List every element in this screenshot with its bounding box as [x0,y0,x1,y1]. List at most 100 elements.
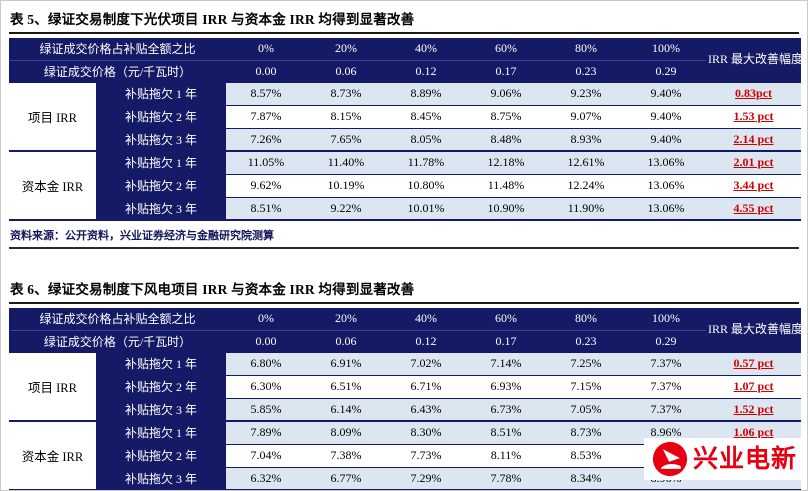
header-price-label: 绿证成交价格（元/千瓦时） [9,59,227,82]
row-group-label: 资本金 IRR [9,421,96,490]
data-cell: 9.23% [546,82,627,105]
improve-cell: 1.52 pct [706,398,802,421]
data-cell: 7.14% [466,352,547,375]
data-cell: 9.06% [466,82,547,105]
data-cell: 8.09% [306,421,387,444]
data-cell: 12.61% [546,151,627,174]
header-ratio-value: 20% [306,308,387,330]
header-ratio-value: 100% [626,38,707,60]
improve-cell: 3.44 pct [706,174,802,197]
improve-cell: 4.55 pct [706,197,802,220]
data-cell: 7.38% [306,444,387,467]
header-price-value: 0.00 [226,59,307,82]
table-row: 补贴拖欠 2 年 6.30% 6.51% 6.71% 6.93% 7.15% 7.37% 1.… [9,375,802,398]
data-cell: 8.51% [466,421,547,444]
brand-logo: 兴业电新 [643,438,803,480]
header-price-value: 0.06 [306,59,387,82]
row-sub-label: 补贴拖欠 1 年 [96,82,227,105]
brand-logo-text: 兴业电新 [692,445,797,473]
improve-cell: 0.57 pct [706,352,802,375]
data-cell: 6.77% [306,467,387,490]
data-cell: 6.73% [466,398,547,421]
table5-title: 表 5、绿证交易制度下光伏项目 IRR 与资本金 IRR 均得到显著改善 [9,7,799,34]
table-row: 补贴拖欠 2 年7.04%7.38%7.73%8.11%8.53%8.96%1.… [9,444,802,467]
header-ratio-value: 40% [386,38,467,60]
data-cell: 8.51% [226,197,307,220]
data-cell: 8.89% [386,82,467,105]
data-cell: 6.51% [306,375,387,398]
data-cell: 7.15% [546,375,627,398]
row-group-label: 资本金 IRR [9,151,96,220]
row-sub-label: 补贴拖欠 3 年 [96,128,227,151]
row-sub-label: 补贴拖欠 3 年 [96,467,227,490]
data-cell: 8.15% [306,105,387,128]
data-cell: 11.05% [226,151,307,174]
header-ratio-label: 绿证成交价格占补贴全额之比 [9,308,227,330]
data-cell: 7.05% [546,398,627,421]
data-cell: 12.18% [466,151,547,174]
table-row: 补贴拖欠 3 年 5.85% 6.14% 6.43% 6.73% 7.05% 7.37% 1.… [9,398,802,421]
data-cell: 8.75% [466,105,547,128]
header-ratio-value: 40% [386,308,467,330]
data-cell: 10.90% [466,197,547,220]
data-cell: 7.65% [306,128,387,151]
improve-cell: 1.53 pct [706,105,802,128]
header-price-label: 绿证成交价格（元/千瓦时） [9,329,227,352]
table-row: 补贴拖欠 2 年 9.62% 10.19% 10.80% 11.48% 12.24% 13.… [9,174,802,197]
row-sub-label: 补贴拖欠 1 年 [96,421,227,444]
row-sub-label: 补贴拖欠 3 年 [96,197,227,220]
table-row: 项目 IRR 补贴拖欠 1 年 8.57% 8.73% 8.89% 9.06% 9.23% 9… [9,82,802,151]
data-cell: 8.73% [546,421,627,444]
data-cell: 6.93% [466,375,547,398]
row-sub-label: 补贴拖欠 1 年 [96,151,227,174]
table-row: 补贴拖欠 3 年 7.26% 7.65% 8.05% 8.48% 8.93% 9.40% 2.… [9,128,802,151]
data-cell: 6.32% [226,467,307,490]
data-cell: 9.62% [226,174,307,197]
data-cell: 5.85% [226,398,307,421]
data-cell: 10.01% [386,197,467,220]
data-cell: 8.30% [386,421,467,444]
data-cell: 7.89% [226,421,307,444]
table5-source: 资料来源：公开资料，兴业证券经济与金融研究院测算 [9,221,799,249]
row-group-label: 项目 IRR [9,82,96,151]
data-cell: 7.37% [626,352,707,375]
header-price-value: 0.12 [386,329,467,352]
data-cell: 9.22% [306,197,387,220]
header-price-value: 0.17 [466,59,547,82]
table-row: 资本金 IRR 补贴拖欠 1 年 11.05% 11.40% 11.78% 12.18% 1… [9,151,802,220]
data-cell: 9.07% [546,105,627,128]
row-sub-label: 补贴拖欠 2 年 [96,444,227,467]
improve-cell: 2.14 pct [706,128,802,151]
data-cell: 9.40% [626,105,707,128]
data-cell: 7.02% [386,352,467,375]
header-price-value: 0.23 [546,329,627,352]
data-cell: 6.80% [226,352,307,375]
header-ratio-value: 0% [226,38,307,60]
data-cell: 7.73% [386,444,467,467]
report-table: 绿证成交价格占补贴全额之比 0% 20% 40% 60% 80% 100% IRR 最大改善幅… [9,308,802,490]
data-cell: 6.43% [386,398,467,421]
header-price-value: 0.00 [226,329,307,352]
table-row: 补贴拖欠 3 年 8.51% 9.22% 10.01% 10.90% 11.90% 13.0… [9,197,802,220]
pv-table-host: 绿证成交价格占补贴全额之比 0% 20% 40% 60% 80% 100% IRR 最大改善幅… [9,38,802,221]
row-sub-label: 补贴拖欠 2 年 [96,105,227,128]
report-table: 绿证成交价格占补贴全额之比 0% 20% 40% 60% 80% 100% IRR 最大改善幅… [9,38,802,221]
data-cell: 11.78% [386,151,467,174]
data-cell: 7.87% [226,105,307,128]
table-row: 资本金 IRR 补贴拖欠 1 年 7.89% 8.09% 8.30% 8.51% 8.73%… [9,421,802,490]
brand-logo-icon [652,441,688,477]
data-cell: 8.45% [386,105,467,128]
row-sub-label: 补贴拖欠 2 年 [96,375,227,398]
data-cell: 7.37% [626,398,707,421]
data-cell: 13.06% [626,197,707,220]
data-cell: 6.30% [226,375,307,398]
header-ratio-value: 80% [546,38,627,60]
header-improve-label: IRR 最大改善幅度 [706,38,802,82]
table-row: 补贴拖欠 2 年 7.87% 8.15% 8.45% 8.75% 9.07% 9.40% 1.… [9,105,802,128]
header-price-value: 0.23 [546,59,627,82]
data-cell: 10.80% [386,174,467,197]
data-cell: 7.29% [386,467,467,490]
data-cell: 8.73% [306,82,387,105]
improve-cell: 2.01 pct [706,151,802,174]
data-cell: 8.93% [546,128,627,151]
